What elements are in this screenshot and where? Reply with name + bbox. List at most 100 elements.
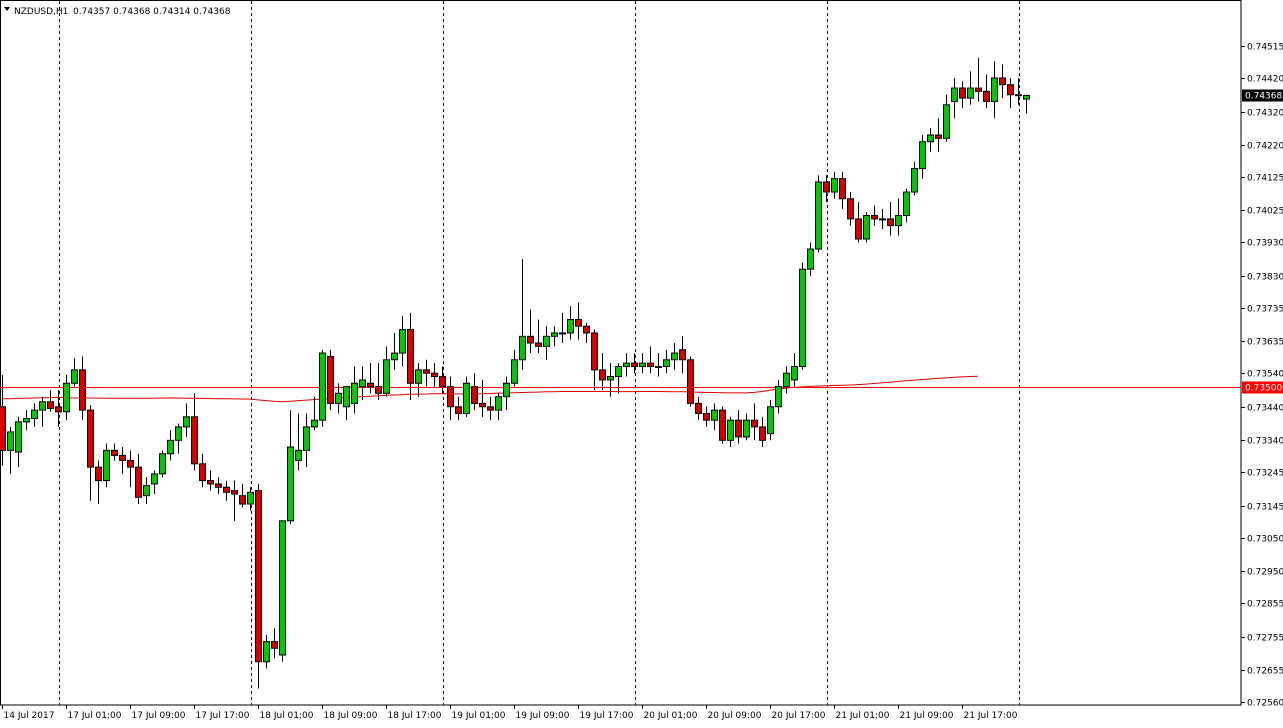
y-tick-label: 0.74515 <box>1247 43 1283 53</box>
candle-body-bear <box>200 464 206 481</box>
x-tick-label: 18 Jul 17:00 <box>388 711 442 721</box>
candle-body-bull <box>896 216 902 226</box>
candle-body-bear <box>480 403 486 406</box>
y-tick-label: 0.73050 <box>1247 535 1283 545</box>
candle <box>560 313 566 343</box>
collapse-triangle-icon[interactable] <box>4 7 10 11</box>
candle <box>896 199 902 236</box>
y-tick-label: 0.73145 <box>1247 503 1283 513</box>
x-tick-label: 20 Jul 01:00 <box>644 711 698 721</box>
candle-body-bear <box>736 420 742 437</box>
candle-body-bull <box>664 360 670 367</box>
candle-body-bear <box>56 407 62 412</box>
candle-body-bull <box>344 387 350 407</box>
candle <box>232 481 238 521</box>
x-tick-label: 19 Jul 01:00 <box>452 711 506 721</box>
y-tick-label: 0.73540 <box>1247 370 1283 380</box>
candle <box>672 343 678 370</box>
candle <box>880 209 886 229</box>
candle <box>368 363 374 393</box>
candle-body-bull <box>792 367 798 380</box>
candle-body-bear <box>448 387 454 407</box>
candle <box>944 95 950 142</box>
candle <box>200 454 206 488</box>
candle <box>520 259 526 370</box>
candle-body-bear <box>376 387 382 394</box>
candle-body-bear <box>960 88 966 98</box>
candle <box>600 353 606 390</box>
candle-body-bull <box>144 486 150 496</box>
candle <box>392 333 398 370</box>
candle-body-bull <box>712 410 718 420</box>
candle <box>224 481 230 501</box>
candle <box>968 71 974 105</box>
candle <box>864 212 870 242</box>
candle-body-bear <box>984 91 990 101</box>
candle-body-bull <box>616 367 622 377</box>
candle <box>1008 78 1014 108</box>
candle <box>704 407 710 427</box>
candle-body-bear <box>368 383 374 386</box>
candle <box>816 175 822 252</box>
candle <box>328 350 334 410</box>
candle <box>728 417 734 447</box>
candle <box>624 353 630 376</box>
candle-body-bull <box>168 440 174 453</box>
candle <box>856 202 862 242</box>
candle-body-bull <box>912 169 918 192</box>
candle <box>496 393 502 420</box>
candle <box>376 363 382 400</box>
candle <box>552 326 558 346</box>
candle <box>480 380 486 417</box>
y-tick-label: 0.73830 <box>1247 273 1283 283</box>
x-tick-label: 17 Jul 09:00 <box>132 711 186 721</box>
candle <box>208 471 214 491</box>
candle <box>272 628 278 658</box>
candle-body-bull <box>928 135 934 142</box>
candle-body-bear <box>208 481 214 484</box>
candle-body-bear <box>888 219 894 226</box>
y-tick-label: 0.74220 <box>1247 142 1283 152</box>
y-tick-label: 0.73735 <box>1247 305 1283 315</box>
candle <box>128 450 134 487</box>
candle-body-bear <box>936 135 942 138</box>
candle-body-bull <box>176 427 182 440</box>
candle <box>536 320 542 354</box>
candle-body-bear <box>192 417 198 464</box>
current-price-label: 0.74368 <box>1245 92 1282 102</box>
candle-body-bear <box>432 373 438 376</box>
candle <box>192 393 198 470</box>
candle-body-bull <box>544 336 550 346</box>
candle <box>1016 78 1022 105</box>
candle <box>16 417 22 467</box>
candle <box>136 454 142 504</box>
candle <box>976 58 982 102</box>
candle-body-bull <box>560 333 566 334</box>
candle <box>112 444 118 461</box>
candle <box>824 175 830 202</box>
candle-body-bear <box>328 356 334 403</box>
candle-body-bull <box>512 360 518 383</box>
candle-body-bull <box>864 216 870 239</box>
x-tick-label: 20 Jul 09:00 <box>708 711 762 721</box>
candle-body-bear <box>256 491 262 662</box>
candle-body-bull <box>904 192 910 215</box>
candle <box>928 128 934 151</box>
candle-body-bear <box>584 326 590 333</box>
candle-body-bull <box>656 367 662 368</box>
candle <box>784 367 790 394</box>
candle <box>648 346 654 373</box>
candles-layer <box>0 58 1030 689</box>
chart-header: NZDUSD,H1 0.74357 0.74368 0.74314 0.7436… <box>4 7 231 17</box>
candle-body-bull <box>464 383 470 413</box>
candle-body-bear <box>752 420 758 427</box>
candle-body-bull <box>768 407 774 434</box>
candle <box>120 447 126 474</box>
candle <box>384 346 390 396</box>
candle <box>488 397 494 420</box>
candle <box>688 356 694 406</box>
candle-body-bear <box>128 460 134 467</box>
candle-body-bull <box>816 182 822 249</box>
